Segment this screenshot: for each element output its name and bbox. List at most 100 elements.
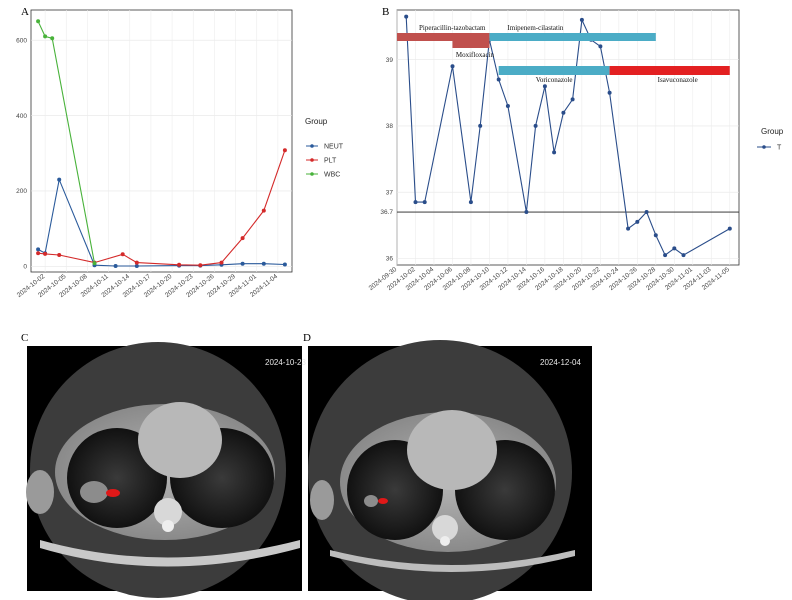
drug-bar-isavuconazole [609, 66, 730, 75]
y-tick-label: 400 [16, 113, 27, 120]
panel-a-chart: 0 200 400 600 2024-10-022024-10-052024-10-0… [16, 9, 344, 299]
point-plt [134, 260, 139, 265]
panel-a-letter: A [21, 6, 29, 18]
point-wbc [92, 261, 97, 266]
point-t [598, 44, 603, 49]
point-plt [43, 251, 48, 256]
legend-plt-label: PLT [324, 158, 337, 165]
point-t [663, 253, 668, 258]
point-plt [36, 251, 41, 256]
point-neut [36, 247, 41, 252]
point-t [570, 97, 575, 102]
ct-d-lesion-highlight [378, 498, 388, 504]
panel-a-legend-title: Group [305, 117, 328, 126]
ct-c-table [40, 540, 300, 567]
point-t [561, 110, 566, 115]
point-t [552, 150, 557, 155]
point-t [450, 64, 455, 69]
point-t [607, 90, 612, 95]
ct-d-spinous-process [440, 536, 450, 546]
point-t [579, 17, 584, 22]
ct-c-lesion-highlight [106, 489, 120, 497]
point-plt [261, 208, 266, 213]
panel-a-legend: Group NEUT PLT WBC [305, 117, 344, 179]
drug-bar-piperacillin-tazobactam [397, 33, 490, 41]
ct-c-spinous-process [162, 520, 174, 532]
panel-a-plot-area [30, 9, 293, 273]
ct-d-table [330, 550, 575, 572]
panel-a-series [36, 19, 287, 268]
point-plt [177, 262, 182, 267]
panel-b-letter: B [382, 6, 389, 18]
ct-d-heart [407, 410, 497, 490]
drug-label-isavuconazole: Isavuconazole [658, 76, 698, 84]
ct-image-c: 2024-10-23 [26, 342, 306, 598]
point-t [644, 210, 649, 214]
point-plt [282, 148, 287, 153]
point-neut [134, 264, 139, 268]
drug-bar-imipenem-cilastatin [489, 33, 656, 41]
point-t [672, 246, 677, 251]
point-t [626, 226, 631, 231]
point-plt [198, 263, 203, 268]
point-t [727, 226, 732, 231]
point-t [542, 84, 547, 89]
legend-neut-marker [310, 144, 314, 148]
y-tick-label: 36.7 [380, 209, 393, 216]
point-plt [120, 252, 125, 257]
y-tick-label: 600 [16, 37, 27, 44]
ct-c-vertebra [154, 498, 182, 526]
drug-bar-voriconazole [498, 66, 610, 75]
point-t [404, 14, 409, 19]
drug-label-moxifloxacin: Moxifloxacin [456, 51, 495, 59]
panel-b-x-ticks: 2024-09-302024-10-022024-10-042024-10-06… [368, 266, 732, 292]
point-plt [219, 260, 224, 265]
point-neut [240, 261, 245, 266]
y-tick-label: 36 [386, 256, 394, 263]
point-neut [261, 261, 266, 266]
legend-plt-marker [310, 158, 314, 162]
ct-c-lesion [80, 481, 108, 503]
point-neut [282, 262, 287, 267]
legend-item-t: T [757, 145, 782, 152]
ct-d-lesion [364, 495, 378, 507]
point-t [635, 219, 640, 224]
panel-b-y-ticks: 36 36.7 37 38 39 [380, 57, 393, 263]
drug-label-voriconazole: Voriconazole [536, 76, 573, 84]
point-t [524, 210, 529, 214]
y-tick-label: 38 [386, 123, 394, 130]
point-plt [240, 236, 245, 241]
panel-b-legend: Group T [757, 127, 784, 152]
panel-b-plot-area [396, 9, 740, 266]
series-line-neut [37, 177, 285, 267]
drug-label-piperacillin-tazobactam: Piperacillin-tazobactam [419, 24, 486, 32]
ct-c-arm [26, 470, 54, 514]
point-t [653, 233, 658, 238]
point-wbc [50, 36, 55, 41]
drug-label-imipenem-cilastatin: Imipenem-cilastatin [507, 24, 563, 32]
panel-a-y-ticks: 0 200 400 600 [16, 37, 27, 270]
point-t [413, 200, 418, 205]
legend-neut-label: NEUT [324, 144, 344, 151]
point-wbc [36, 19, 41, 24]
y-tick-label: 39 [386, 57, 394, 64]
panel-c-letter: C [21, 332, 28, 344]
point-plt [57, 253, 62, 257]
ct-d-date: 2024-12-04 [540, 358, 581, 367]
point-t [533, 123, 538, 128]
legend-item-plt: PLT [306, 158, 337, 165]
panel-b-chart: 36 36.7 37 38 39 2024-09-302024-10-022024-10… [368, 9, 784, 292]
ct-c-date: 2024-10-23 [265, 358, 306, 367]
point-wbc [43, 34, 48, 39]
panel-b-drug-bars: Piperacillin-tazobactam Imipenem-cilastat… [397, 24, 730, 84]
ct-d-arm [310, 480, 334, 520]
series-line-plt [38, 150, 286, 266]
legend-wbc-marker [310, 172, 314, 176]
panel-b-legend-title: Group [761, 127, 784, 136]
point-t [422, 200, 427, 205]
panel-a-x-ticks: 2024-10-022024-10-052024-10-082024-10-11… [16, 273, 280, 299]
legend-t-marker [762, 145, 766, 149]
ct-c-heart [138, 402, 222, 478]
legend-item-wbc: WBC [306, 172, 340, 179]
panel-a-grid [31, 10, 292, 272]
